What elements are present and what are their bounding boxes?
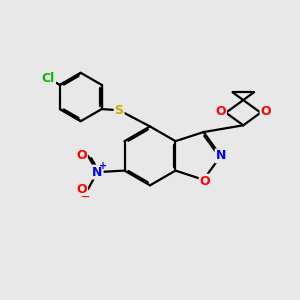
Text: +: + [99, 160, 107, 171]
Text: O: O [261, 105, 271, 118]
Text: S: S [115, 104, 124, 117]
Text: Cl: Cl [42, 72, 55, 85]
Text: O: O [215, 105, 226, 118]
Text: O: O [76, 149, 87, 162]
Text: N: N [92, 166, 103, 178]
Text: O: O [76, 183, 87, 196]
Text: O: O [200, 175, 210, 188]
Text: N: N [216, 149, 226, 162]
Text: −: − [81, 191, 90, 202]
